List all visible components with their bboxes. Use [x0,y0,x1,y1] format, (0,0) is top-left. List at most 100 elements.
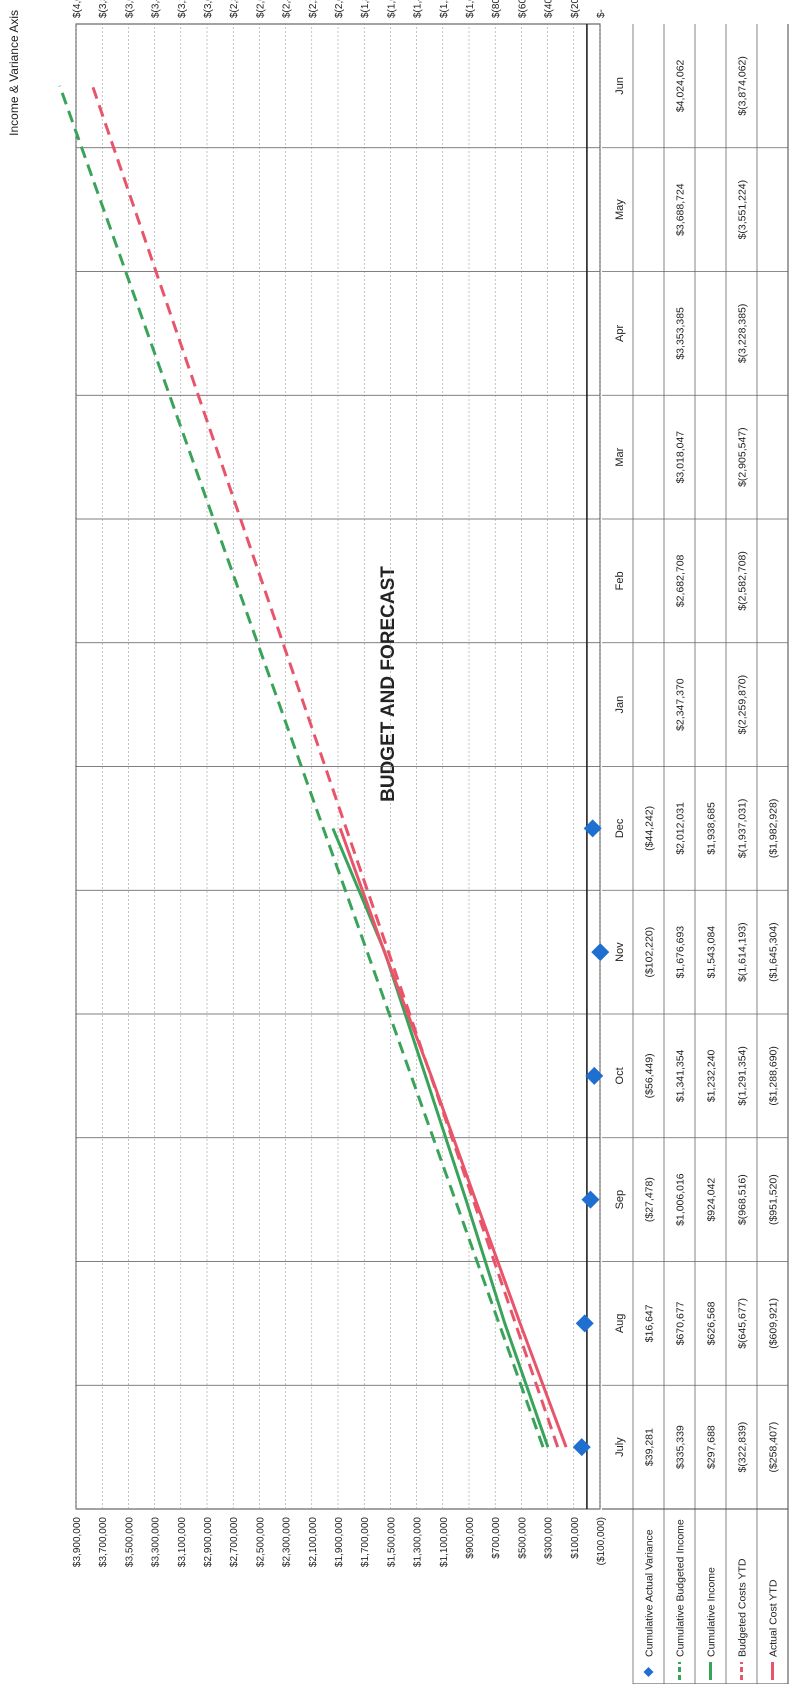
x-tick-label: May [614,199,626,220]
data-label: $(2,259,870) [737,675,749,735]
data-label: $626,568 [706,1301,718,1345]
right-tick-label: $(400,000) [544,0,555,18]
left-tick-label: $300,000 [544,1517,555,1559]
data-label: $1,938,685 [706,802,718,855]
legend-key [643,1667,654,1677]
data-label: $1,543,084 [706,926,718,979]
right-tick-label: $(1,000,000) [465,0,476,18]
data-label: $(1,614,193) [737,922,749,982]
left-tick-label: $2,900,000 [203,1517,214,1567]
x-tick-label: Dec [614,818,626,838]
data-label: $297,688 [706,1425,718,1469]
right-tick-label: $(3,200,000) [177,0,188,18]
data-label: $(322,839) [737,1422,749,1473]
right-tick-label: $(1,400,000) [413,0,424,18]
data-label: $3,688,724 [675,183,687,236]
variance-markers [572,819,610,1457]
left-tick-label: $700,000 [491,1517,502,1559]
legend-entry: Cumulative Actual Variance [644,1529,656,1657]
legend-entry: Cumulative Budgeted Income [675,1519,687,1657]
legend-entry: Budgeted Costs YTD [737,1558,749,1657]
data-label: $1,006,016 [675,1173,687,1226]
left-tick-label: $2,500,000 [255,1517,266,1567]
data-label: ($951,520) [768,1174,780,1225]
left-tick-label: $3,700,000 [98,1517,109,1567]
x-tick-label: Nov [614,942,626,962]
variance-point [585,1066,604,1085]
right-tick-label: $(800,000) [491,0,502,18]
data-label: $335,339 [675,1425,687,1469]
x-tick-label: Jan [614,696,626,714]
series-line-4 [338,827,568,1448]
left-tick-label: $1,100,000 [439,1517,450,1567]
left-tick-label: $1,900,000 [334,1517,345,1567]
right-tick-label: $(600,000) [517,0,528,18]
series-lines [58,85,568,1448]
data-label: ($56,449) [644,1053,656,1098]
x-tick-label: Jun [614,77,626,95]
chart-title: BUDGET AND FORECAST [378,566,399,802]
data-label: $3,018,047 [675,431,687,484]
data-label: $3,353,385 [675,307,687,360]
data-label: $39,281 [644,1428,656,1466]
variance-point [591,943,610,962]
left-tick-label: $2,300,000 [282,1517,293,1567]
data-table: July Aug Sep Oct Nov Dec Jan Feb Mar Apr May Jun Cum… [602,24,789,1684]
data-label: $(1,291,354) [737,1046,749,1106]
data-label: ($27,478) [644,1177,656,1222]
left-tick-label: $1,500,000 [386,1517,397,1567]
data-label: $670,677 [675,1301,687,1345]
grid [75,23,601,1510]
legend-entry: Cumulative Income [706,1567,718,1657]
variance-point [581,1190,600,1209]
left-tick-label: $3,900,000 [72,1517,83,1567]
data-label: $4,024,062 [675,59,687,112]
left-tick-label: $3,100,000 [177,1517,188,1567]
x-tick-label: Feb [614,571,626,590]
legend-entry: Actual Cost YTD [768,1579,780,1657]
left-axis-ticks: ($100,000) $100,000 $300,000 $500,000 $700,0… [72,1517,607,1567]
data-label: $2,012,031 [675,802,687,855]
right-tick-label: $(3,400,000) [151,0,162,18]
data-label: $2,347,370 [675,678,687,731]
variance-point [575,1314,594,1333]
x-tick-label: July [614,1437,626,1457]
data-label: ($1,982,928) [768,799,780,859]
data-label: $2,682,708 [675,554,687,607]
right-tick-label: $(3,600,000) [124,0,135,18]
right-tick-label: $(2,000,000) [334,0,345,18]
left-tick-label: ($100,000) [596,1517,607,1565]
right-axis-ticks: $- $(200,000) $(400,000) $(600,000) $(800,00… [72,0,607,18]
data-label: $1,232,240 [706,1049,718,1102]
left-tick-label: $2,700,000 [229,1517,240,1567]
data-label: ($609,921) [768,1298,780,1349]
data-label: ($258,407) [768,1422,780,1473]
data-label: $(2,582,708) [737,551,749,611]
data-label: $(645,677) [737,1298,749,1349]
data-label: ($44,242) [644,806,656,851]
y-axis-label: Income & Variance Axis [7,10,21,136]
data-label: ($1,645,304) [768,922,780,982]
data-label: $(3,874,062) [737,56,749,116]
series-line-3 [91,85,560,1448]
left-tick-label: $1,700,000 [360,1517,371,1567]
data-label: $924,042 [706,1178,718,1222]
right-tick-label: $(1,200,000) [439,0,450,18]
right-tick-label: $(200,000) [570,0,581,18]
left-tick-label: $3,300,000 [151,1517,162,1567]
x-tick-label: Sep [614,1190,626,1210]
variance-point [572,1438,591,1457]
right-tick-label: $(2,400,000) [282,0,293,18]
right-tick-label: $(4,000,000) [72,0,83,18]
data-label: $(3,228,385) [737,304,749,364]
x-tick-label: Mar [614,447,626,466]
series-line-1 [58,85,545,1448]
right-tick-label: $(3,800,000) [98,0,109,18]
data-label: $(2,905,547) [737,427,749,487]
left-tick-label: $500,000 [517,1517,528,1559]
data-label: ($1,288,690) [768,1046,780,1106]
data-label: $(3,551,224) [737,180,749,240]
right-tick-label: $(2,200,000) [308,0,319,18]
right-tick-label: $(3,000,000) [203,0,214,18]
